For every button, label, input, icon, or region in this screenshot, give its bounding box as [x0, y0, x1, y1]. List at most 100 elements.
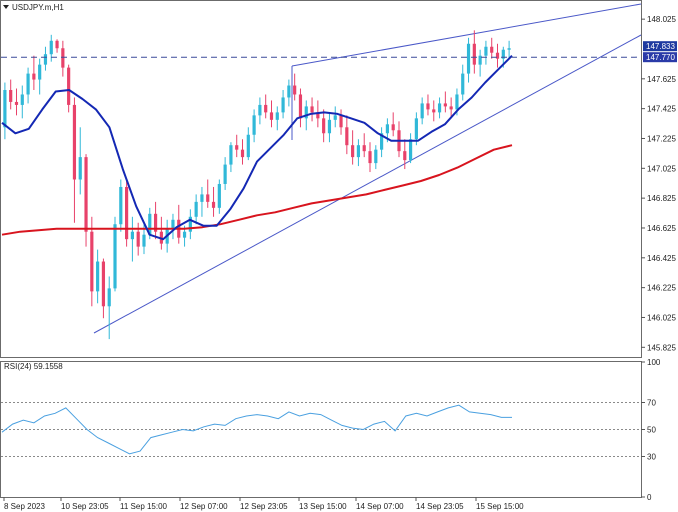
candle	[171, 213, 175, 240]
hline-price-label: 147.770	[643, 52, 677, 63]
price-tick-label: 145.825	[647, 343, 676, 352]
time-tick-label: 14 Sep 23:05	[416, 502, 464, 511]
candle	[293, 73, 297, 101]
candle	[252, 109, 256, 143]
candle-body	[362, 145, 366, 152]
price-tick-label: 146.825	[647, 194, 676, 203]
candle	[159, 216, 163, 250]
rsi-tick-label: 0	[647, 493, 652, 502]
candle-body	[113, 224, 117, 289]
candle-body	[258, 104, 262, 116]
price-pane-frame	[0, 0, 642, 358]
candle-body	[119, 186, 123, 225]
candle	[246, 127, 250, 161]
candle-body	[72, 104, 77, 180]
candle	[258, 97, 262, 125]
price-tick-label: 148.025	[647, 15, 676, 24]
candle	[72, 97, 77, 223]
candle	[275, 106, 279, 131]
lower-trendline	[93, 34, 642, 334]
candle-body	[153, 213, 158, 232]
candle-body	[403, 151, 407, 161]
candle	[472, 30, 476, 74]
price-tick-label: 146.025	[647, 313, 676, 322]
candle-body	[125, 186, 129, 240]
candle	[327, 112, 332, 143]
candle-body	[43, 54, 48, 65]
candle-body	[38, 64, 42, 80]
candle	[119, 179, 123, 232]
candle	[14, 88, 19, 116]
candle-body	[339, 115, 343, 128]
candle-body	[461, 73, 465, 95]
candle-body	[275, 112, 279, 120]
candle-body	[229, 145, 233, 165]
rsi-axis: 100 70 50 30 0	[641, 358, 661, 502]
candle	[322, 109, 326, 143]
candle	[206, 179, 210, 208]
candle	[269, 100, 274, 128]
candle-body	[142, 234, 146, 247]
candle-body	[356, 145, 361, 158]
candle-body	[200, 194, 204, 202]
candle-body	[49, 40, 53, 55]
candle-body	[171, 219, 175, 229]
svg-text:147.833: 147.833	[646, 42, 675, 51]
candle-body	[61, 48, 65, 68]
candle-body	[437, 103, 442, 113]
candle	[67, 64, 71, 113]
candle-body	[217, 183, 221, 208]
candle-body	[484, 46, 488, 56]
candle-body	[14, 101, 19, 105]
candle-body	[96, 261, 100, 292]
candle-body	[287, 85, 291, 98]
candle-body	[385, 124, 389, 134]
candle	[194, 194, 198, 225]
candle-body	[472, 43, 476, 65]
candle-body	[455, 94, 459, 110]
candle-body	[443, 103, 447, 107]
candle	[107, 276, 111, 340]
candle	[78, 127, 82, 195]
chart-menu-triangle-icon[interactable]	[3, 5, 9, 9]
candle-body	[9, 90, 13, 102]
price-tick-label: 146.225	[647, 284, 676, 293]
candle-body	[84, 157, 88, 232]
time-tick-label: 8 Sep 2023	[4, 502, 45, 511]
rsi-level-lines	[1, 402, 641, 457]
candle-body	[426, 103, 430, 110]
candle-body	[55, 40, 59, 49]
candle-body	[26, 73, 30, 95]
candle-body	[391, 124, 395, 131]
candle	[125, 179, 129, 247]
candle-body	[310, 106, 314, 113]
candle	[32, 55, 36, 91]
candle-body	[333, 115, 337, 120]
candle	[200, 186, 204, 217]
moving-averages	[1, 54, 513, 241]
candle	[55, 39, 59, 53]
candle	[101, 258, 106, 319]
candle	[84, 154, 88, 247]
trendlines[interactable]	[93, 3, 642, 334]
price-tick-label: 147.225	[647, 134, 676, 143]
candle	[420, 97, 424, 125]
rsi-indicator	[1, 404, 512, 455]
candle-body	[194, 201, 198, 217]
candle	[403, 139, 407, 170]
candle-body	[298, 94, 303, 119]
candle-body	[20, 94, 24, 105]
candle-body	[293, 85, 297, 95]
slow-moving-average-line	[1, 144, 513, 236]
candle-body	[78, 157, 82, 180]
candle-body	[67, 67, 71, 105]
candle	[339, 109, 343, 135]
candle	[397, 121, 401, 158]
price-tick-label: 146.625	[647, 224, 676, 233]
candle-body	[345, 127, 349, 146]
candle	[287, 79, 291, 107]
chart-title: USDJPY.m,H1	[12, 3, 64, 12]
price-tick-label: 146.425	[647, 254, 676, 263]
candle	[380, 127, 384, 158]
